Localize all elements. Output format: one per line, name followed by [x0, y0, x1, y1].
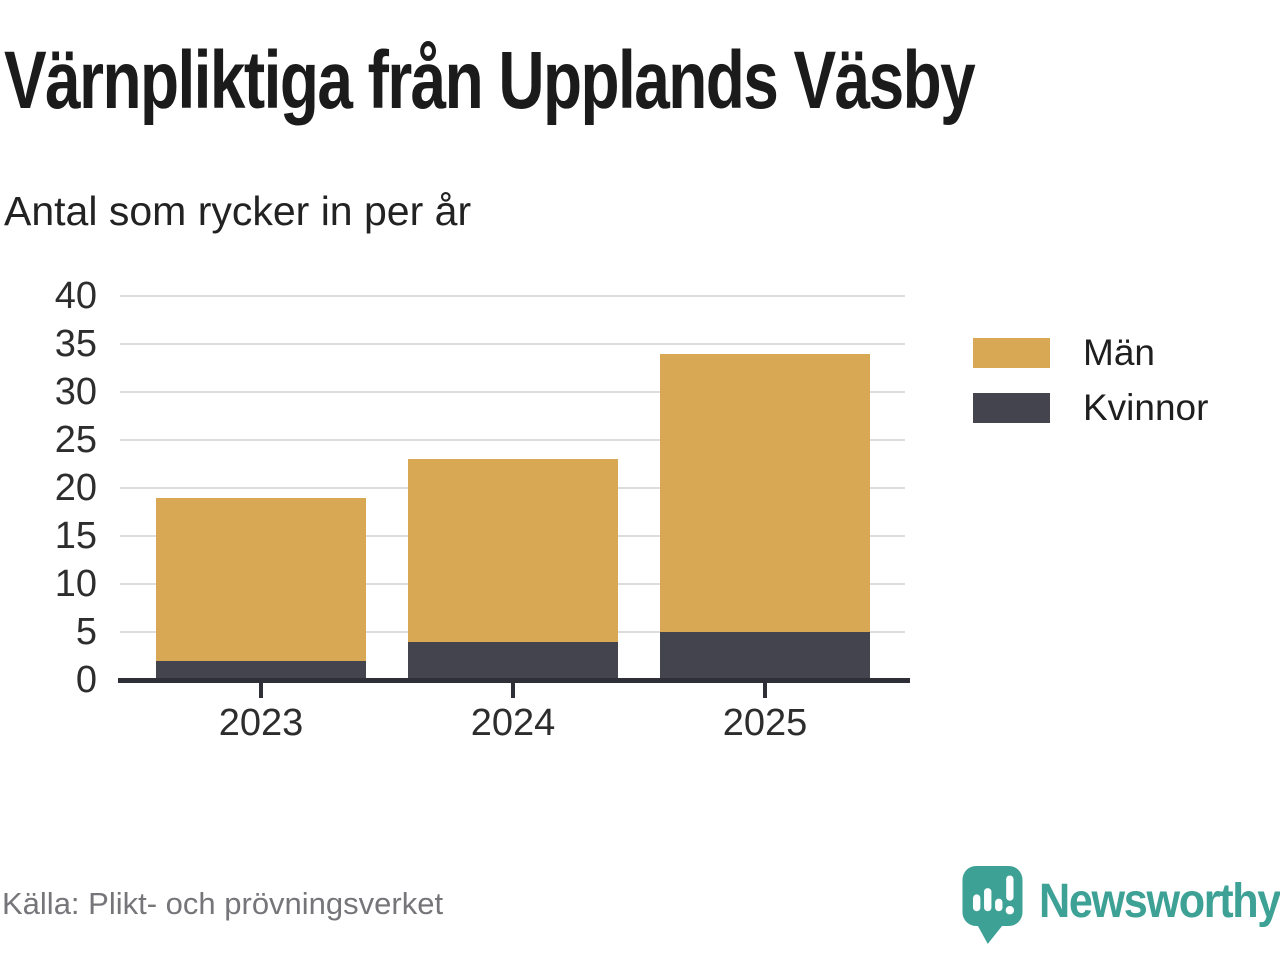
newsworthy-wordmark: Newsworthy — [1039, 875, 1280, 928]
x-axis-tick-2024 — [511, 682, 515, 698]
y-axis-tick-label: 35 — [54, 323, 97, 365]
bar-segment-kvinnor-2025 — [660, 632, 870, 680]
y-axis-tick-label: 30 — [54, 371, 97, 413]
y-axis-tick-label: 15 — [54, 515, 97, 557]
source-attribution: Källa: Plikt- och prövningsverket — [2, 886, 444, 921]
x-axis-tick-2025 — [763, 682, 767, 698]
chart-subtitle: Antal som rycker in per år — [4, 188, 472, 234]
x-axis-tick-label: 2025 — [722, 702, 808, 744]
legend-label-man: Män — [1083, 332, 1155, 373]
legend-swatch-man — [973, 338, 1050, 368]
bar-segment-kvinnor-2023 — [156, 660, 366, 680]
bar-segment-man-2024 — [408, 459, 618, 642]
gridline-35 — [120, 343, 905, 345]
bar-segment-man-2025 — [660, 353, 870, 632]
chart-title: Värnpliktiga från Upplands Väsby — [4, 35, 976, 126]
y-axis-tick-label: 10 — [54, 563, 97, 605]
y-axis-tick-label: 20 — [54, 467, 97, 509]
x-axis-line — [118, 678, 910, 683]
speech-bubble-bar-chart-icon — [962, 866, 1023, 944]
legend-swatch-kvinnor — [973, 393, 1050, 423]
gridline-30 — [120, 391, 905, 393]
x-axis-tick-label: 2024 — [470, 702, 556, 744]
gridline-40 — [120, 295, 905, 297]
y-axis-tick-label: 40 — [54, 275, 97, 317]
bar-segment-man-2023 — [156, 497, 366, 661]
newsworthy-logo: Newsworthy — [961, 862, 1280, 946]
gridline-25 — [120, 439, 905, 441]
x-axis-tick-2023 — [259, 682, 263, 698]
y-axis-tick-label: 5 — [75, 611, 97, 653]
bar-segment-kvinnor-2024 — [408, 641, 618, 680]
y-axis-tick-label: 0 — [75, 659, 97, 701]
x-axis-tick-label: 2023 — [218, 702, 304, 744]
y-axis-tick-label: 25 — [54, 419, 97, 461]
legend-label-kvinnor: Kvinnor — [1083, 387, 1209, 428]
